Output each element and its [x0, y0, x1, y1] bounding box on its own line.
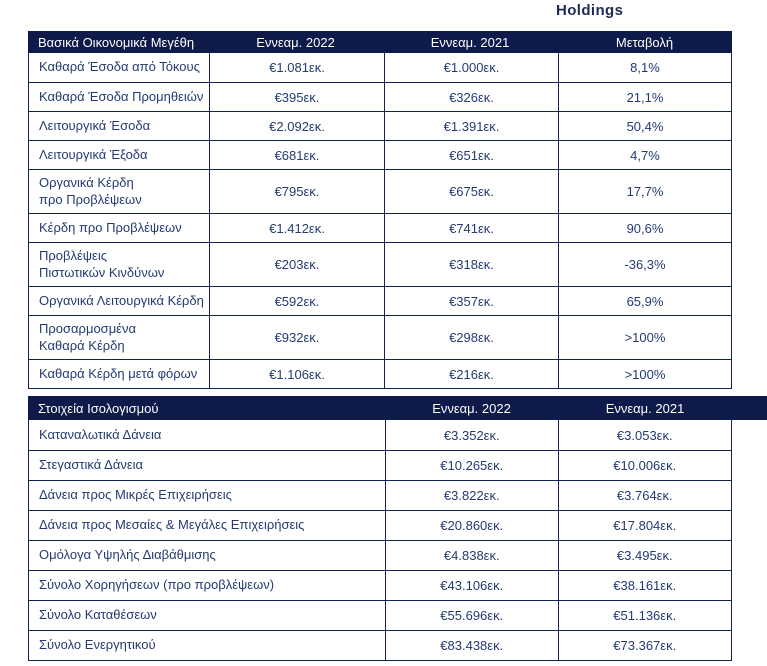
- value-2022: €2.092εκ.: [209, 112, 384, 140]
- table-row: Σύνολο Καταθέσεων €55.696εκ. €51.136εκ.: [29, 600, 731, 630]
- table-row: Καθαρά Έσοδα Προμηθειών €395εκ. €326εκ. …: [29, 82, 731, 111]
- key-financials-body: Καθαρά Έσοδα από Τόκους €1.081εκ. €1.000…: [28, 53, 732, 389]
- value-2021: €1.000εκ.: [384, 53, 558, 82]
- value-2021: €216εκ.: [384, 360, 558, 388]
- value-change: 21,1%: [558, 83, 731, 111]
- table-row: Σύνολο Χορηγήσεων (προ προβλέψεων) €43.1…: [29, 570, 731, 600]
- value-2021: €3.764εκ.: [557, 481, 732, 510]
- table-row: Οργανικά Λειτουργικά Κέρδη €592εκ. €357ε…: [29, 286, 731, 315]
- table-row: Δάνεια προς Μικρές Επιχειρήσεις €3.822εκ…: [29, 480, 731, 510]
- value-2021: €10.006εκ.: [557, 451, 732, 480]
- value-2021: €651εκ.: [384, 141, 558, 169]
- value-change: >100%: [558, 316, 731, 359]
- row-label: Λειτουργικά Έξοδα: [39, 146, 148, 162]
- row-label: Σύνολο Καταθέσεων: [39, 607, 157, 623]
- value-2022: €3.822εκ.: [385, 481, 558, 510]
- key-financials-table: Βασικά Οικονομικά Μεγέθη Εννεαμ. 2022 Εν…: [28, 31, 732, 389]
- value-change: 65,9%: [558, 287, 731, 315]
- value-2022: €681εκ.: [209, 141, 384, 169]
- row-label: Οργανικά Κέρδη προ Προβλέψεων: [39, 174, 142, 207]
- row-label: Στεγαστικά Δάνεια: [39, 457, 144, 473]
- table1-col-change: Μεταβολή: [615, 34, 674, 50]
- row-label: Σύνολο Ενεργητικού: [39, 637, 156, 653]
- balance-sheet-body: Καταναλωτικά Δάνεια €3.352εκ. €3.053εκ. …: [28, 420, 732, 661]
- table-row: Καθαρά Κέρδη μετά φόρων €1.106εκ. €216εκ…: [29, 359, 731, 388]
- value-2021: €3.053εκ.: [557, 420, 732, 450]
- brand-holdings-label: Holdings: [556, 2, 624, 19]
- table-row: Οργανικά Κέρδη προ Προβλέψεων €795εκ. €6…: [29, 169, 731, 213]
- table-row: Λειτουργικά Έξοδα €681εκ. €651εκ. 4,7%: [29, 140, 731, 169]
- value-2021: €741εκ.: [384, 214, 558, 242]
- value-2021: €73.367εκ.: [557, 631, 732, 660]
- table-row: Προσαρμοσμένα Καθαρά Κέρδη €932εκ. €298ε…: [29, 315, 731, 359]
- balance-sheet-header-row: Στοιχεία Ισολογισμού Εννεαμ. 2022 Εννεαμ…: [28, 396, 767, 420]
- table2-col-2022: Εννεαμ. 2022: [432, 400, 511, 416]
- value-2021: €1.391εκ.: [384, 112, 558, 140]
- value-2021: €298εκ.: [384, 316, 558, 359]
- table-row: Σύνολο Ενεργητικού €83.438εκ. €73.367εκ.: [29, 630, 731, 660]
- table-row: Προβλέψεις Πιστωτικών Κινδύνων €203εκ. €…: [29, 242, 731, 286]
- value-2022: €592εκ.: [209, 287, 384, 315]
- value-2022: €55.696εκ.: [385, 601, 558, 630]
- table1-col-2021: Εννεαμ. 2021: [430, 34, 510, 50]
- key-financials-header-row: Βασικά Οικονομικά Μεγέθη Εννεαμ. 2022 Εν…: [28, 31, 732, 53]
- row-label: Κέρδη προ Προβλέψεων: [39, 219, 182, 235]
- row-label: Καθαρά Κέρδη μετά φόρων: [39, 365, 198, 381]
- table-row: Καταναλωτικά Δάνεια €3.352εκ. €3.053εκ.: [29, 420, 731, 450]
- value-2021: €357εκ.: [384, 287, 558, 315]
- table-row: Καθαρά Έσοδα από Τόκους €1.081εκ. €1.000…: [29, 53, 731, 82]
- row-label: Σύνολο Χορηγήσεων (προ προβλέψεων): [39, 577, 275, 593]
- table1-title: Βασικά Οικονομικά Μεγέθη: [38, 34, 195, 50]
- table-row: Στεγαστικά Δάνεια €10.265εκ. €10.006εκ.: [29, 450, 731, 480]
- value-change: -36,3%: [558, 243, 731, 286]
- table1-col-2022: Εννεαμ. 2022: [256, 34, 335, 50]
- value-change: >100%: [558, 360, 731, 388]
- row-label: Προσαρμοσμένα Καθαρά Κέρδη: [39, 320, 136, 353]
- value-change: 8,1%: [558, 53, 731, 82]
- value-2022: €1.081εκ.: [209, 53, 384, 82]
- value-2022: €1.412εκ.: [209, 214, 384, 242]
- value-2022: €83.438εκ.: [385, 631, 558, 660]
- row-label: Λειτουργικά Έσοδα: [39, 117, 151, 133]
- table-row: Ομόλογα Υψηλής Διαβάθμισης €4.838εκ. €3.…: [29, 540, 731, 570]
- value-2022: €795εκ.: [209, 170, 384, 213]
- value-change: 90,6%: [558, 214, 731, 242]
- table-row: Δάνεια προς Μεσαίες & Μεγάλες Επιχειρήσε…: [29, 510, 731, 540]
- value-2021: €326εκ.: [384, 83, 558, 111]
- table2-title: Στοιχεία Ισολογισμού: [38, 400, 159, 416]
- value-2022: €203εκ.: [209, 243, 384, 286]
- value-2022: €20.860εκ.: [385, 511, 558, 540]
- value-2021: €318εκ.: [384, 243, 558, 286]
- table-row: Λειτουργικά Έσοδα €2.092εκ. €1.391εκ. 50…: [29, 111, 731, 140]
- table2-col-2021: Εννεαμ. 2021: [605, 400, 685, 416]
- value-2021: €51.136εκ.: [557, 601, 732, 630]
- row-label: Δάνεια προς Μεσαίες & Μεγάλες Επιχειρήσε…: [39, 517, 305, 533]
- value-2021: €3.495εκ.: [557, 541, 732, 570]
- value-change: 50,4%: [558, 112, 731, 140]
- value-2022: €395εκ.: [209, 83, 384, 111]
- value-2022: €1.106εκ.: [209, 360, 384, 388]
- row-label: Δάνεια προς Μικρές Επιχειρήσεις: [39, 487, 232, 503]
- row-label: Ομόλογα Υψηλής Διαβάθμισης: [39, 547, 216, 563]
- value-change: 4,7%: [558, 141, 731, 169]
- value-2021: €38.161εκ.: [557, 571, 732, 600]
- balance-sheet-table: Στοιχεία Ισολογισμού Εννεαμ. 2022 Εννεαμ…: [28, 396, 767, 661]
- row-label: Καθαρά Έσοδα από Τόκους: [39, 59, 200, 75]
- value-2022: €932εκ.: [209, 316, 384, 359]
- value-2021: €17.804εκ.: [557, 511, 732, 540]
- value-change: 17,7%: [558, 170, 731, 213]
- value-2022: €3.352εκ.: [385, 420, 558, 450]
- row-label: Οργανικά Λειτουργικά Κέρδη: [39, 292, 204, 308]
- row-label: Καταναλωτικά Δάνεια: [39, 426, 162, 442]
- row-label: Προβλέψεις Πιστωτικών Κινδύνων: [39, 247, 165, 280]
- value-2022: €4.838εκ.: [385, 541, 558, 570]
- value-2022: €10.265εκ.: [385, 451, 558, 480]
- value-2021: €675εκ.: [384, 170, 558, 213]
- table-row: Κέρδη προ Προβλέψεων €1.412εκ. €741εκ. 9…: [29, 213, 731, 242]
- value-2022: €43.106εκ.: [385, 571, 558, 600]
- row-label: Καθαρά Έσοδα Προμηθειών: [39, 88, 204, 104]
